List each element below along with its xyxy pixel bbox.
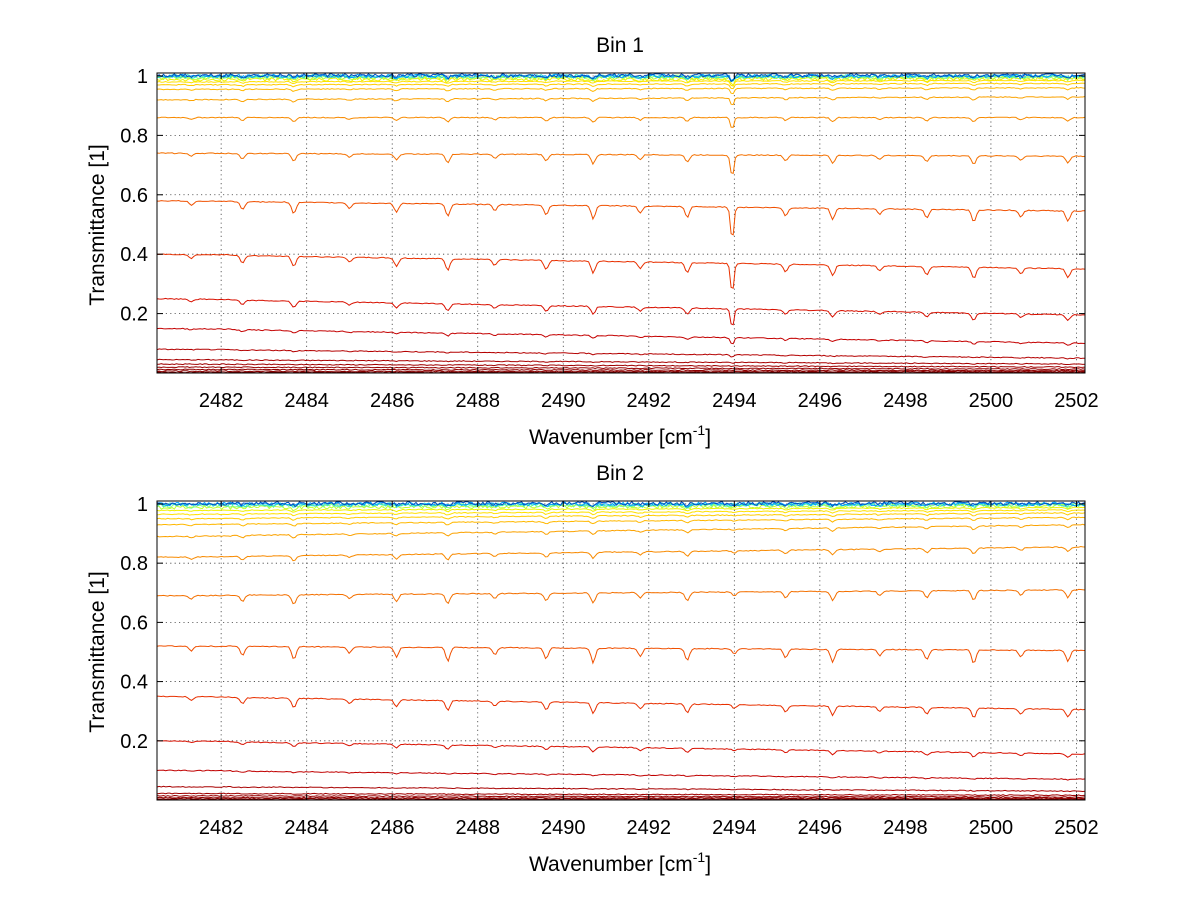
series-line xyxy=(156,506,1086,513)
series-line xyxy=(156,516,1086,527)
x-tick-label: 2498 xyxy=(883,817,928,839)
x-tick-label: 2496 xyxy=(798,390,843,412)
series-line xyxy=(156,769,1086,781)
y-tick-label: 0.6 xyxy=(120,612,148,634)
series-line xyxy=(156,796,1086,800)
y-tick-label: 0.2 xyxy=(120,731,148,753)
series-line xyxy=(156,502,1086,509)
series-line xyxy=(156,503,1086,512)
tick-labels: 2482 2484 2486 2488 2490 2492 2494 2496 2498 2500… xyxy=(120,66,1099,412)
series-line xyxy=(156,86,1086,95)
series-line xyxy=(156,348,1085,360)
y-tick-label: 0.6 xyxy=(120,185,148,207)
y-tick-label: 0.2 xyxy=(120,304,148,326)
series-line xyxy=(156,588,1086,605)
y-tick-label: 0.4 xyxy=(120,672,148,694)
x-tick-label: 2494 xyxy=(712,817,757,839)
tick-labels: 2482 2484 2486 2488 2490 2492 2494 2496 2498 2500… xyxy=(120,494,1099,839)
y-tick-label: 0.8 xyxy=(120,125,148,147)
x-tick-label: 2500 xyxy=(969,817,1014,839)
x-tick-label: 2494 xyxy=(712,390,757,412)
chart-title: Bin 1 xyxy=(596,34,644,57)
x-tick-label: 2486 xyxy=(370,817,415,839)
y-tick-label: 0.4 xyxy=(120,244,148,266)
x-tick-label: 2482 xyxy=(199,390,244,412)
series-line xyxy=(156,512,1086,521)
series-line xyxy=(156,523,1086,539)
y-tick-label: 0.8 xyxy=(120,553,148,575)
series-line xyxy=(156,509,1086,517)
x-tick-label: 2488 xyxy=(455,390,500,412)
series-line xyxy=(156,695,1086,718)
x-tick-label: 2492 xyxy=(627,390,672,412)
series-line xyxy=(157,82,1086,90)
series-line xyxy=(157,545,1086,562)
series-line xyxy=(156,152,1086,174)
series-line xyxy=(156,96,1086,106)
series-line xyxy=(156,500,1086,508)
series-line xyxy=(156,370,1086,373)
series-line xyxy=(156,72,1086,83)
x-tick-label: 2496 xyxy=(798,817,843,839)
y-axis-label: Transmittance [1] xyxy=(86,144,109,305)
x-tick-label: 2492 xyxy=(627,817,672,839)
chart-panel-bin-2: Bin 2 2482 2484 2486 2488 2490 2492 2494 2496 24… xyxy=(86,462,1099,876)
x-tick-label: 2502 xyxy=(1054,817,1099,839)
y-axis-label: Transmittance [1] xyxy=(86,571,109,732)
series-line xyxy=(156,363,1086,369)
series-line xyxy=(156,794,1086,798)
x-tick-label: 2498 xyxy=(883,390,928,412)
series-line xyxy=(156,79,1086,87)
series-line xyxy=(156,366,1086,371)
y-tick-label: 1 xyxy=(137,66,148,88)
x-tick-label: 2500 xyxy=(969,390,1014,412)
plot-frame xyxy=(156,500,1086,801)
series-line xyxy=(156,253,1086,289)
chart-panel-bin-1: Bin 1 2482 2484 2486 2488 2490 2492 2494 2496 24… xyxy=(86,34,1099,449)
chart-title: Bin 2 xyxy=(596,462,644,485)
x-tick-label: 2482 xyxy=(199,817,244,839)
x-tick-label: 2484 xyxy=(284,817,329,839)
x-axis-label: Wavenumber [cm-1] xyxy=(529,849,711,876)
x-tick-label: 2502 xyxy=(1054,390,1099,412)
y-tick-label: 1 xyxy=(137,494,148,516)
series-line xyxy=(156,368,1085,372)
series-line xyxy=(156,327,1086,346)
series-line xyxy=(156,740,1086,758)
x-tick-label: 2490 xyxy=(541,817,586,839)
x-tick-label: 2484 xyxy=(284,390,329,412)
plot-frame xyxy=(156,72,1086,374)
series-group xyxy=(156,500,1086,801)
series-line xyxy=(156,785,1086,793)
series-line xyxy=(156,358,1086,365)
series-line xyxy=(156,792,1086,797)
series-line xyxy=(156,297,1086,326)
series-line xyxy=(157,199,1085,236)
x-tick-label: 2490 xyxy=(541,390,586,412)
series-line xyxy=(156,645,1086,665)
grid-lines xyxy=(157,501,1085,800)
series-group xyxy=(156,72,1086,374)
x-tick-label: 2488 xyxy=(455,817,500,839)
series-line xyxy=(156,116,1086,128)
x-axis-label: Wavenumber [cm-1] xyxy=(529,422,711,449)
x-tick-label: 2486 xyxy=(370,390,415,412)
series-line xyxy=(156,797,1086,801)
